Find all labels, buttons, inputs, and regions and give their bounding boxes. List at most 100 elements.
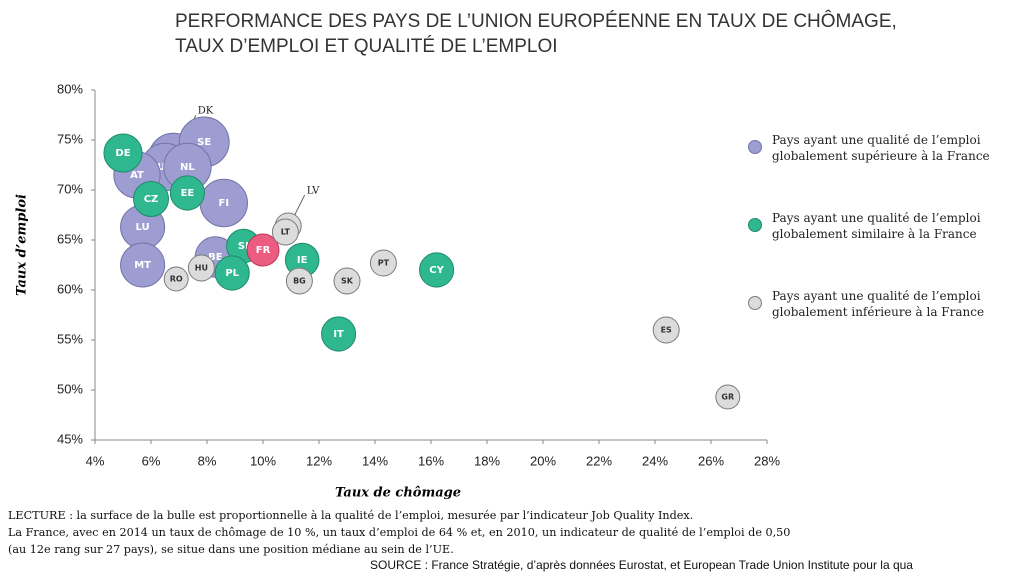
bubble bbox=[321, 316, 357, 352]
bubble-group: RO bbox=[163, 266, 189, 292]
bubble-group: FR bbox=[246, 233, 280, 267]
y-tick-label: 65% bbox=[57, 231, 83, 246]
bubble bbox=[652, 316, 680, 344]
bubble-label: GR bbox=[721, 393, 734, 402]
bubble-label: BG bbox=[293, 277, 306, 286]
legend-swatch bbox=[748, 140, 762, 154]
bubble bbox=[163, 266, 189, 292]
note: (au 12e rang sur 27 pays), se situe dans… bbox=[8, 543, 454, 556]
bubble-group: EE bbox=[169, 175, 205, 211]
bubble-label: LV bbox=[307, 186, 320, 197]
legend-swatch bbox=[748, 296, 762, 310]
bubble-label: PT bbox=[378, 259, 390, 268]
notes: LECTURE : la surface de la bulle est pro… bbox=[8, 507, 1008, 558]
bubble-label: EE bbox=[181, 188, 195, 199]
bubble-group: LT bbox=[271, 218, 299, 246]
bubble bbox=[419, 252, 455, 288]
x-tick-label: 14% bbox=[362, 453, 388, 468]
legend-item: Pays ayant une qualité de l’emploi globa… bbox=[748, 288, 1010, 320]
bubble bbox=[103, 133, 143, 173]
x-tick-label: 20% bbox=[530, 453, 556, 468]
source: SOURCE : France Stratégie, d’après donné… bbox=[370, 558, 913, 572]
y-axis-label: Taux d’emploi bbox=[15, 194, 30, 296]
y-tick-label: 75% bbox=[57, 131, 83, 146]
bubble-label: RO bbox=[170, 275, 183, 284]
bubble-group: CY bbox=[419, 252, 455, 288]
bubble-label: LT bbox=[281, 228, 291, 237]
note: LECTURE : la surface de la bulle est pro… bbox=[8, 509, 694, 522]
bubble bbox=[120, 242, 166, 288]
bubble-label: DK bbox=[198, 106, 214, 117]
bubble-group: ES bbox=[652, 316, 680, 344]
bubble-group: FI bbox=[199, 178, 249, 228]
x-tick-label: 18% bbox=[474, 453, 500, 468]
bubble bbox=[285, 267, 313, 295]
bubble-label: IT bbox=[333, 329, 344, 340]
bubble-label: SE bbox=[197, 137, 211, 148]
bubble-label: LU bbox=[136, 222, 150, 233]
legend-item: Pays ayant une qualité de l’emploi globa… bbox=[748, 210, 1010, 242]
bubble-label: NL bbox=[180, 162, 195, 173]
y-tick-label: 80% bbox=[57, 81, 83, 96]
legend-label: Pays ayant une qualité de l’emploi globa… bbox=[772, 133, 990, 163]
x-tick-label: 6% bbox=[142, 453, 161, 468]
bubble bbox=[271, 218, 299, 246]
bubble-group: GR bbox=[715, 384, 741, 410]
bubble-group: MT bbox=[120, 242, 166, 288]
y-tick-label: 45% bbox=[57, 431, 83, 446]
bubble-group: PT bbox=[369, 249, 397, 277]
bubble-label: FI bbox=[219, 198, 230, 209]
x-tick-label: 10% bbox=[250, 453, 276, 468]
chart-title: TAUX D’EMPLOI ET QUALITÉ DE L’EMPLOI bbox=[175, 36, 558, 57]
bubble-group: PL bbox=[214, 255, 250, 291]
legend-swatch bbox=[748, 218, 762, 232]
bubble-group: SK bbox=[333, 267, 361, 295]
bubble bbox=[715, 384, 741, 410]
bubble bbox=[169, 175, 205, 211]
bubble-group: BG bbox=[285, 267, 313, 295]
x-tick-label: 8% bbox=[198, 453, 217, 468]
legend-label: Pays ayant une qualité de l’emploi globa… bbox=[772, 289, 985, 319]
bubble-group: CZ bbox=[132, 180, 170, 218]
legend-label: Pays ayant une qualité de l’emploi globa… bbox=[772, 211, 981, 241]
bubble-label: IE bbox=[297, 255, 308, 266]
x-tick-label: 4% bbox=[86, 453, 105, 468]
callout-line bbox=[294, 194, 306, 216]
x-tick-label: 22% bbox=[586, 453, 612, 468]
x-tick-label: 26% bbox=[698, 453, 724, 468]
y-tick-label: 60% bbox=[57, 281, 83, 296]
bubble-label: ES bbox=[661, 326, 672, 335]
bubble bbox=[187, 254, 215, 282]
legend-item: Pays ayant une qualité de l’emploi globa… bbox=[748, 132, 1010, 164]
bubble-label: BE bbox=[208, 252, 223, 263]
y-tick-label: 50% bbox=[57, 381, 83, 396]
chart-title: PERFORMANCE DES PAYS DE L’UNION EUROPÉEN… bbox=[175, 10, 897, 32]
bubble-label: MT bbox=[134, 260, 151, 271]
bubble-label: HU bbox=[195, 264, 208, 273]
x-axis-label: Taux de chômage bbox=[335, 486, 461, 501]
note: La France, avec en 2014 un taux de chôma… bbox=[8, 526, 791, 539]
bubble bbox=[246, 233, 280, 267]
bubble-label: SI bbox=[238, 241, 249, 252]
bubble-label: SK bbox=[341, 277, 354, 286]
bubble bbox=[214, 255, 250, 291]
bubble-group: HU bbox=[187, 254, 215, 282]
bubble bbox=[132, 180, 170, 218]
y-tick-label: 55% bbox=[57, 331, 83, 346]
x-tick-label: 28% bbox=[754, 453, 780, 468]
bubble bbox=[333, 267, 361, 295]
bubble-label: AT bbox=[130, 170, 144, 181]
x-tick-label: 24% bbox=[642, 453, 668, 468]
y-tick-label: 70% bbox=[57, 181, 83, 196]
bubble-label: DE bbox=[115, 148, 130, 159]
bubble bbox=[369, 249, 397, 277]
bubble-group: IT bbox=[321, 316, 357, 352]
x-tick-label: 16% bbox=[418, 453, 444, 468]
x-tick-label: 12% bbox=[306, 453, 332, 468]
bubble-label: FR bbox=[256, 245, 271, 256]
bubble-label: CY bbox=[429, 265, 444, 276]
bubble-label: PL bbox=[225, 268, 239, 279]
bubble-label: CZ bbox=[144, 194, 159, 205]
